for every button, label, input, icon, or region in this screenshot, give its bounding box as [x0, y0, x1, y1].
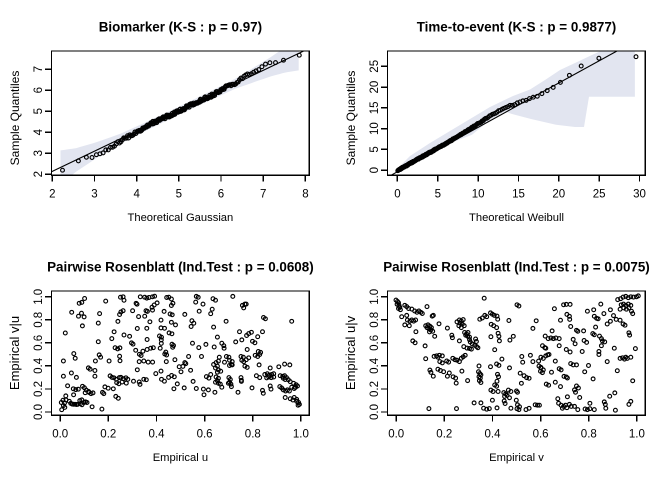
svg-text:1.0: 1.0 [369, 289, 381, 305]
svg-text:0.8: 0.8 [369, 312, 381, 328]
svg-text:0.0: 0.0 [369, 404, 381, 420]
svg-text:5: 5 [176, 189, 182, 201]
svg-text:10: 10 [369, 122, 381, 135]
svg-text:Biomarker (K-S : p = 0.97): Biomarker (K-S : p = 0.97) [99, 20, 262, 35]
svg-text:0.4: 0.4 [149, 429, 166, 441]
svg-text:0.0: 0.0 [33, 404, 45, 420]
svg-text:2: 2 [33, 171, 45, 177]
svg-text:0.6: 0.6 [33, 335, 45, 351]
svg-text:Theoretical Gaussian: Theoretical Gaussian [128, 212, 234, 224]
svg-text:4: 4 [33, 128, 45, 135]
svg-text:1.0: 1.0 [629, 429, 645, 441]
svg-text:Sample Quantiles: Sample Quantiles [8, 71, 22, 166]
svg-text:10: 10 [472, 189, 485, 201]
svg-text:0.2: 0.2 [33, 381, 45, 397]
svg-text:0.6: 0.6 [533, 429, 549, 441]
svg-text:6: 6 [218, 189, 224, 201]
svg-text:5: 5 [369, 146, 381, 152]
svg-text:3: 3 [91, 189, 97, 201]
svg-text:30: 30 [633, 189, 646, 201]
svg-text:1.0: 1.0 [33, 289, 45, 305]
svg-text:5: 5 [33, 108, 45, 114]
svg-text:0.8: 0.8 [245, 429, 261, 441]
svg-text:0: 0 [369, 167, 381, 173]
svg-text:1.0: 1.0 [293, 429, 309, 441]
svg-text:Pairwise Rosenblatt (Ind.Test: Pairwise Rosenblatt (Ind.Test : p = 0.06… [47, 260, 314, 275]
svg-text:0.2: 0.2 [100, 429, 116, 441]
svg-text:Empirical u|v: Empirical u|v [343, 315, 358, 390]
svg-text:8: 8 [302, 189, 308, 201]
svg-text:5: 5 [435, 189, 441, 201]
svg-text:Pairwise Rosenblatt (Ind.Test: Pairwise Rosenblatt (Ind.Test : p = 0.00… [383, 260, 650, 275]
svg-text:25: 25 [593, 189, 606, 201]
svg-text:25: 25 [369, 60, 381, 73]
svg-text:6: 6 [33, 87, 45, 93]
svg-text:7: 7 [260, 189, 266, 201]
svg-text:0.8: 0.8 [581, 429, 597, 441]
svg-text:2: 2 [49, 189, 55, 201]
svg-text:15: 15 [369, 102, 381, 115]
svg-text:20: 20 [552, 189, 565, 201]
svg-text:0.0: 0.0 [52, 429, 68, 441]
svg-text:Empirical u: Empirical u [153, 452, 208, 464]
svg-text:0.2: 0.2 [436, 429, 452, 441]
svg-text:0.6: 0.6 [197, 429, 213, 441]
svg-text:0.8: 0.8 [33, 312, 45, 328]
svg-text:0.4: 0.4 [33, 357, 45, 374]
svg-text:0: 0 [394, 189, 400, 201]
svg-text:4: 4 [133, 189, 140, 201]
svg-text:0.0: 0.0 [388, 429, 404, 441]
svg-text:0.4: 0.4 [485, 429, 502, 441]
svg-text:20: 20 [369, 81, 381, 94]
svg-text:15: 15 [512, 189, 525, 201]
svg-text:3: 3 [33, 150, 45, 156]
svg-text:0.6: 0.6 [369, 335, 381, 351]
svg-text:7: 7 [33, 66, 45, 72]
svg-text:0.4: 0.4 [369, 357, 381, 374]
svg-text:Time-to-event (K-S : p = 0.987: Time-to-event (K-S : p = 0.9877) [417, 20, 617, 35]
svg-text:Sample Quantiles: Sample Quantiles [344, 71, 358, 166]
svg-text:Empirical v: Empirical v [489, 452, 544, 464]
svg-text:Empirical v|u: Empirical v|u [7, 316, 22, 390]
svg-text:0.2: 0.2 [369, 381, 381, 397]
svg-text:Theoretical Weibull: Theoretical Weibull [469, 212, 564, 224]
